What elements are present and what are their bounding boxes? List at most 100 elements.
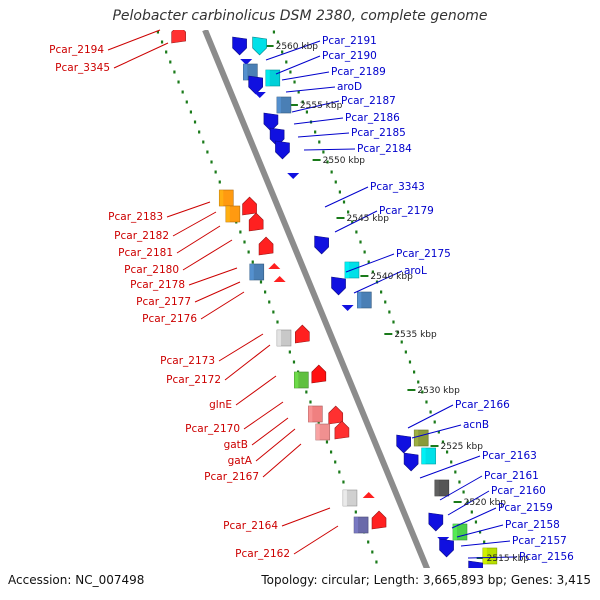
track-dot (334, 460, 337, 464)
forward-leader-line (467, 556, 518, 559)
track-dot (388, 310, 391, 314)
reverse-leader-line (281, 507, 331, 527)
forward-gene-label[interactable]: Pcar_2163 (482, 450, 537, 462)
forward-leader-line (451, 507, 497, 529)
forward-gene-label[interactable]: Pcar_2179 (379, 205, 434, 217)
forward-gene-label[interactable]: Pcar_2160 (491, 485, 546, 497)
reverse-gene-label[interactable]: Pcar_2182 (114, 230, 169, 242)
gene-box-highlight (265, 70, 270, 86)
gene-arrow (371, 510, 387, 530)
track-dot (425, 400, 428, 404)
gene-small-arrow (273, 276, 286, 282)
gene-arrow (334, 420, 350, 440)
forward-gene-label[interactable]: Pcar_2157 (512, 535, 567, 547)
reverse-gene-label[interactable]: Pcar_2180 (124, 264, 179, 276)
reverse-gene-label[interactable]: Pcar_2162 (235, 548, 290, 560)
forward-leader-line (447, 490, 490, 516)
reverse-gene-label[interactable]: Pcar_2170 (185, 423, 240, 435)
gene-box-highlight (342, 490, 347, 506)
forward-gene-label[interactable]: aroL (404, 265, 427, 277)
reverse-gene-label[interactable]: gatB (224, 439, 248, 451)
track-dot (325, 440, 329, 444)
reverse-gene-label[interactable]: glnE (209, 399, 232, 411)
reverse-gene-label[interactable]: Pcar_2173 (160, 355, 215, 367)
gene-box-highlight (482, 548, 487, 564)
track-dot (193, 120, 197, 124)
track-dot (354, 510, 357, 514)
reverse-gene-label[interactable]: Pcar_2178 (130, 279, 185, 291)
gene-arrow (311, 364, 327, 384)
track-dots (156, 30, 494, 594)
track-dot (177, 80, 180, 84)
gene-box-highlight (452, 524, 457, 540)
track-dot (330, 170, 333, 174)
reverse-leader-line (251, 417, 289, 446)
forward-leader-line (297, 132, 350, 138)
forward-gene-label[interactable]: Pcar_2175 (396, 248, 451, 260)
reverse-gene-labels: Pcar_2194 Pcar_3345 Pcar_2183 Pcar_2182 Pcar… (49, 44, 290, 560)
topology-text: Topology: circular; Length: 3,665,893 bp… (261, 573, 591, 587)
reverse-gene-label[interactable]: Pcar_3345 (55, 62, 110, 74)
forward-gene-label[interactable]: Pcar_3343 (370, 181, 425, 193)
forward-gene-label[interactable]: Pcar_2191 (322, 35, 377, 47)
reverse-leader-line (262, 443, 302, 478)
forward-gene-label[interactable]: Pcar_2166 (455, 399, 510, 411)
reverse-gene-label[interactable]: Pcar_2194 (49, 44, 104, 56)
track-dot (160, 40, 164, 44)
forward-gene-label[interactable]: Pcar_2158 (505, 519, 560, 531)
forward-leader-line (456, 524, 504, 538)
track-dot (326, 160, 329, 164)
reverse-leader-line (194, 281, 241, 303)
track-dot (251, 260, 254, 264)
reverse-leader-line (107, 29, 161, 51)
forward-leader-line (334, 210, 378, 233)
track-dot (301, 100, 304, 104)
forward-gene-label[interactable]: Pcar_2187 (341, 95, 396, 107)
reverse-gene-label[interactable]: Pcar_2177 (136, 296, 191, 308)
track-dot (292, 360, 296, 364)
reverse-gene-label[interactable]: Pcar_2172 (166, 374, 221, 386)
reverse-gene-label[interactable]: Pcar_2181 (118, 247, 173, 259)
scale-label: 2520 kbp (464, 498, 507, 508)
track-dot (388, 591, 390, 594)
track-dot (404, 350, 407, 354)
reverse-leader-line (243, 401, 284, 430)
reverse-gene-label[interactable]: Pcar_2176 (142, 313, 197, 325)
reverse-gene-label[interactable]: gatA (228, 455, 253, 467)
track-dot (156, 30, 160, 34)
gene-arrow (403, 452, 419, 472)
track-dot (210, 160, 213, 164)
track-dot (276, 40, 280, 44)
map-title: Pelobacter carbinolicus DSM 2380, comple… (112, 8, 488, 24)
reverse-gene-label[interactable]: Pcar_2183 (108, 211, 163, 223)
track-dot (384, 300, 387, 304)
track-dot (421, 390, 424, 394)
track-dot (355, 230, 358, 234)
track-dot (380, 290, 383, 294)
forward-leader-line (353, 270, 403, 294)
forward-gene-label[interactable]: aroD (337, 81, 362, 93)
forward-gene-label[interactable]: Pcar_2184 (357, 143, 412, 155)
gene-arrow (331, 276, 346, 296)
reverse-gene-label[interactable]: Pcar_2164 (223, 520, 278, 532)
scale-label: 2525 kbp (441, 442, 484, 452)
track-dot (305, 390, 308, 394)
reverse-gene-label[interactable]: Pcar_2167 (204, 471, 259, 483)
gene-box-highlight (276, 330, 281, 346)
forward-leader-line (407, 404, 454, 429)
forward-gene-label[interactable]: Pcar_2156 (519, 551, 574, 563)
track-dot (305, 110, 309, 114)
forward-gene-label[interactable]: Pcar_2190 (322, 50, 377, 62)
forward-gene-label[interactable]: Pcar_2161 (484, 470, 539, 482)
forward-gene-label[interactable]: Pcar_2189 (331, 66, 386, 78)
forward-gene-label[interactable]: acnB (463, 419, 489, 431)
forward-gene-label[interactable]: Pcar_2186 (345, 112, 400, 124)
forward-leader-line (419, 455, 481, 479)
track-dot (259, 280, 263, 284)
track-dot (396, 330, 399, 334)
scale-label: 2560 kbp (276, 42, 319, 52)
forward-gene-label[interactable]: Pcar_2159 (498, 502, 553, 514)
gene-box-highlight (308, 406, 313, 422)
forward-gene-label[interactable]: Pcar_2185 (351, 127, 406, 139)
track-dot (173, 70, 176, 74)
